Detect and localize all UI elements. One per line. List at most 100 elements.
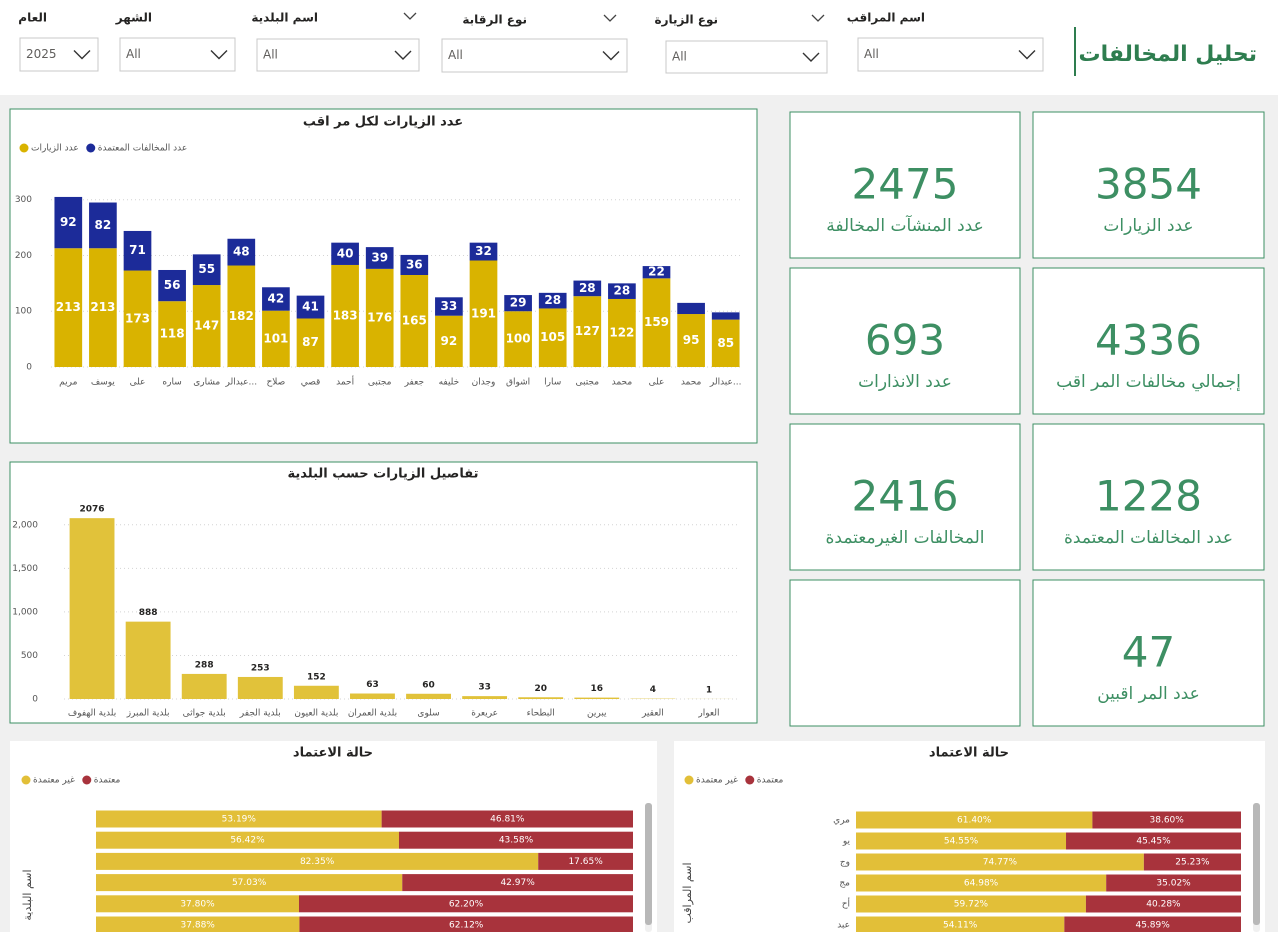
x-tick-label: مشارى xyxy=(193,378,220,388)
bar-segment xyxy=(677,302,705,315)
dropdown-chevron[interactable] xyxy=(802,52,820,62)
data-label: 62.20% xyxy=(449,899,484,909)
bar-segment xyxy=(856,874,1107,892)
filter-value: All xyxy=(448,48,463,62)
x-tick-label: بلدية المبرز xyxy=(126,709,170,719)
data-label: 159 xyxy=(644,315,669,329)
scrollbar-thumb[interactable] xyxy=(645,803,652,925)
kpi-card xyxy=(1032,267,1265,415)
x-tick-label: عبدالر... xyxy=(709,378,742,388)
filter-dropdown[interactable] xyxy=(665,40,828,74)
kpi-card xyxy=(789,111,1021,259)
filter-label: الشهر xyxy=(115,11,152,25)
bar xyxy=(181,673,227,699)
filter-dropdown[interactable] xyxy=(19,37,99,72)
kpi-label: عدد المخالفات المعتمدة xyxy=(1064,528,1233,548)
data-label: 22 xyxy=(648,265,665,279)
chart-title: حالة الاعتماد xyxy=(293,746,373,761)
bar-segment xyxy=(504,295,532,312)
scrollbar-thumb[interactable] xyxy=(1253,803,1260,925)
data-label: 59.72% xyxy=(954,900,989,910)
data-label: 87 xyxy=(302,335,319,349)
data-label: 54.55% xyxy=(944,837,979,847)
bar-segment xyxy=(856,811,1093,829)
filter-dropdown[interactable] xyxy=(441,38,628,73)
filter-dropdown[interactable] xyxy=(256,38,420,72)
legend-swatch xyxy=(82,775,92,785)
kpi-label: عدد الزيارات xyxy=(1103,216,1193,236)
filter-collapse-icon[interactable] xyxy=(603,14,617,22)
bar xyxy=(237,676,283,699)
legend-label: عدد الزيارات xyxy=(31,144,79,154)
bar-segment xyxy=(1143,853,1241,871)
kpi-value: 47 xyxy=(1122,628,1175,677)
bar-segment xyxy=(365,268,394,367)
x-tick-label: جعفر xyxy=(404,378,424,388)
filter-collapse-icon[interactable] xyxy=(403,12,417,20)
x-tick-label: محمد xyxy=(681,378,702,388)
dropdown-chevron[interactable] xyxy=(73,50,91,60)
x-tick-label: سلوى xyxy=(417,709,439,719)
bar-segment xyxy=(158,301,186,367)
legend-label: معتمدة xyxy=(94,776,121,786)
bar-segment xyxy=(856,832,1067,850)
filter-label: نوع الرقابة xyxy=(462,13,527,28)
x-tick-label: بلدية العيون xyxy=(294,709,338,719)
bar-segment xyxy=(296,318,325,367)
data-label: 60 xyxy=(422,680,435,690)
data-label: 42.97% xyxy=(500,878,535,888)
data-label: 183 xyxy=(333,308,358,322)
legend-swatch xyxy=(19,143,29,153)
y-tick-label: مري xyxy=(833,816,850,826)
bar xyxy=(350,693,395,699)
dropdown-chevron[interactable] xyxy=(394,50,412,60)
data-label: 43.58% xyxy=(499,836,534,846)
legend-label: غير معتمدة xyxy=(696,776,738,786)
x-tick-label: أحمد xyxy=(336,376,354,388)
filter-value: 2025 xyxy=(26,47,57,61)
data-label: 56.42% xyxy=(230,836,265,846)
bar-segment xyxy=(192,254,221,286)
kpi-value: 4336 xyxy=(1095,316,1202,365)
bar-segment xyxy=(1092,811,1241,829)
x-tick-label: بلدية العمران xyxy=(348,709,397,719)
filter-label: العام xyxy=(18,11,47,26)
data-label: 213 xyxy=(56,300,81,314)
x-tick-label: العوار xyxy=(697,709,719,719)
chart-title: حالة الاعتماد xyxy=(929,746,1009,761)
dropdown-chevron[interactable] xyxy=(1018,50,1036,60)
bar-segment xyxy=(96,874,403,892)
data-label: 54.11% xyxy=(943,921,978,931)
data-label: 63 xyxy=(366,680,379,690)
data-label: 191 xyxy=(471,306,496,320)
axis-title: اسم البلدية xyxy=(21,869,34,920)
data-label: 1 xyxy=(706,685,712,695)
data-label: 85 xyxy=(717,336,734,350)
filter-dropdown[interactable] xyxy=(857,37,1044,72)
kpi-value: 2475 xyxy=(852,160,959,209)
y-tick-label: 500 xyxy=(21,651,38,661)
bar-segment xyxy=(296,295,325,319)
kpi-card xyxy=(1032,579,1265,727)
bar-segment xyxy=(96,852,539,870)
filter-collapse-icon[interactable] xyxy=(811,14,825,22)
filter-value: All xyxy=(263,48,278,62)
data-label: 48 xyxy=(233,245,250,259)
dropdown-chevron[interactable] xyxy=(602,51,620,61)
x-tick-label: على xyxy=(649,378,665,388)
bar-segment xyxy=(711,312,740,320)
data-label: 147 xyxy=(194,319,219,333)
data-label: 41 xyxy=(302,300,319,314)
data-label: 29 xyxy=(510,296,527,310)
dropdown-chevron[interactable] xyxy=(210,50,228,60)
legend-swatch xyxy=(745,775,755,785)
y-tick-label: يو xyxy=(842,837,851,847)
y-tick-label: 1,000 xyxy=(12,607,38,617)
x-tick-label: يوسف xyxy=(91,378,116,388)
x-tick-label: العقير xyxy=(641,709,664,719)
bar-segment xyxy=(89,202,117,249)
bar-segment xyxy=(504,311,532,367)
legend-swatch xyxy=(21,775,31,785)
bar-segment xyxy=(469,242,498,261)
data-label: 53.19% xyxy=(222,815,257,825)
